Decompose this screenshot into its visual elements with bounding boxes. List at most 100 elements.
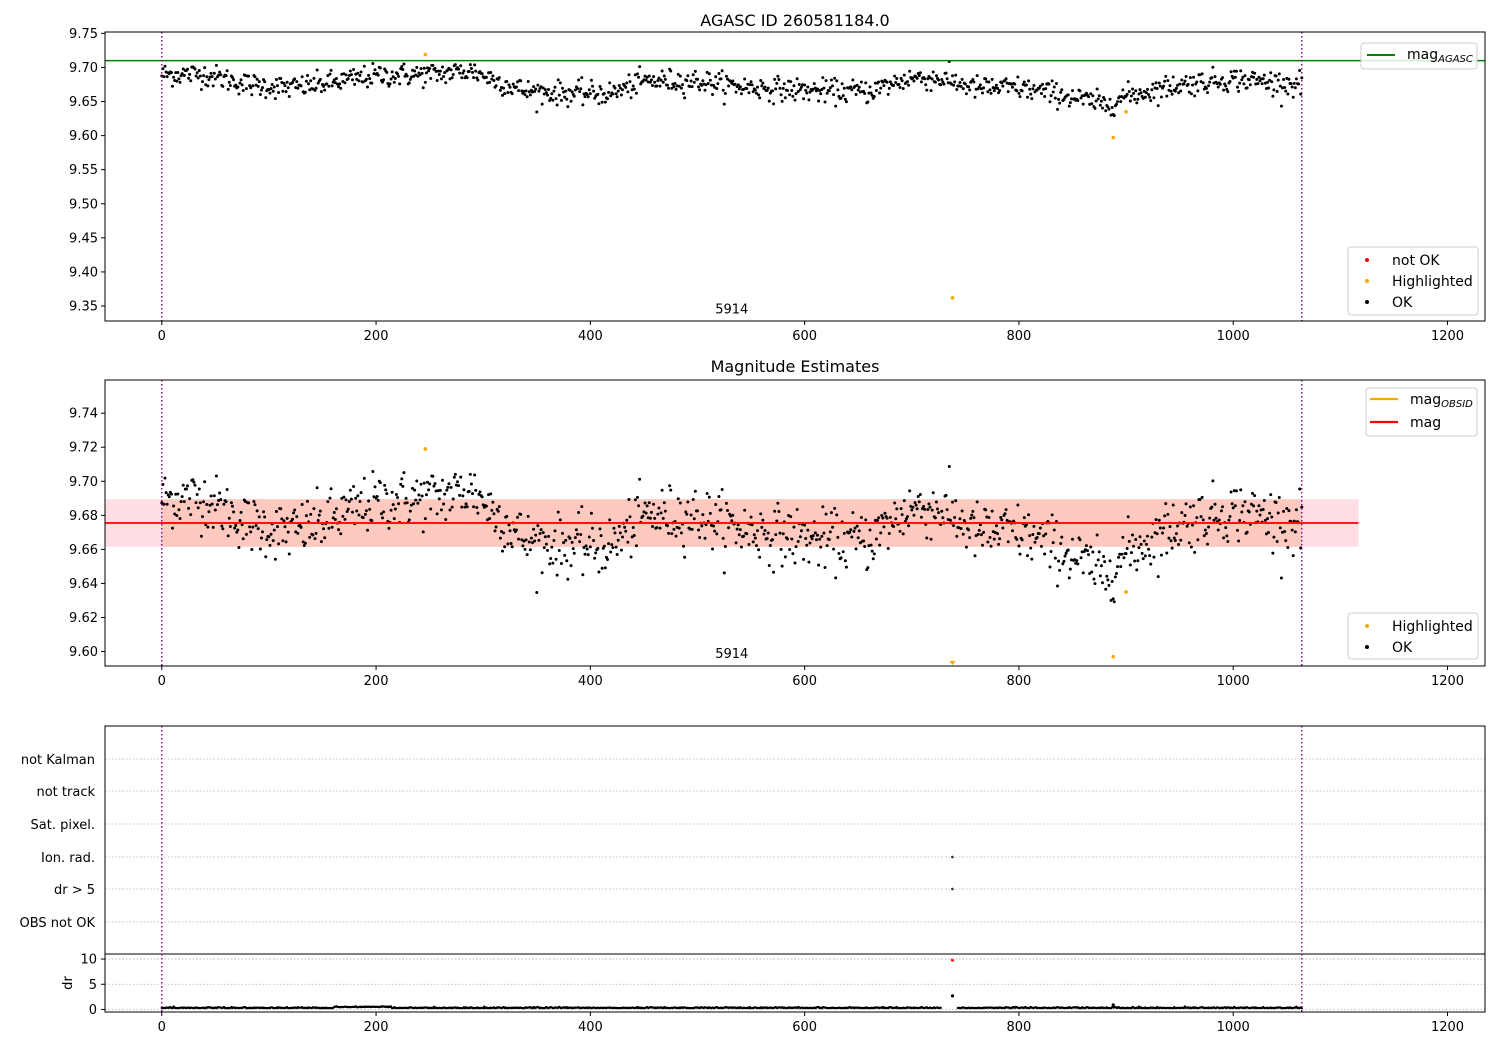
ok-point xyxy=(917,500,921,504)
ok-point xyxy=(433,482,437,486)
ok-point xyxy=(1284,89,1288,93)
ok-point xyxy=(181,483,185,487)
ok-point xyxy=(563,553,567,557)
ok-point xyxy=(712,524,716,528)
ok-point xyxy=(735,527,739,531)
ok-point xyxy=(612,526,616,530)
ok-point xyxy=(591,84,594,88)
ok-point xyxy=(658,84,662,88)
ok-point xyxy=(204,523,208,527)
ok-point xyxy=(971,77,975,81)
ok-point xyxy=(990,77,994,81)
ok-point xyxy=(371,62,375,66)
ok-point xyxy=(540,102,544,106)
ok-point xyxy=(793,98,797,102)
ok-point xyxy=(796,90,800,94)
ok-point xyxy=(1162,84,1166,88)
ok-point xyxy=(887,531,891,535)
ok-point xyxy=(839,556,843,560)
legend-marker xyxy=(1365,279,1369,283)
x-tick-label: 400 xyxy=(578,1020,603,1035)
ok-point xyxy=(1263,518,1267,522)
ok-point xyxy=(188,72,192,76)
ok-point xyxy=(1052,85,1056,89)
ok-point xyxy=(1206,542,1209,546)
ok-point xyxy=(404,496,408,500)
ok-point xyxy=(1128,563,1132,567)
ok-point xyxy=(1000,518,1004,522)
ok-point xyxy=(686,74,690,78)
ok-point xyxy=(547,87,551,91)
ok-point xyxy=(1108,559,1112,563)
ok-point xyxy=(253,75,257,79)
ok-point xyxy=(714,75,718,79)
ok-point xyxy=(573,88,577,92)
ok-point xyxy=(844,100,848,104)
ok-point xyxy=(553,85,557,89)
highlighted-point xyxy=(950,296,955,300)
ok-point xyxy=(437,497,441,501)
legend-label: Highlighted xyxy=(1392,619,1473,635)
ok-point xyxy=(736,523,740,527)
ok-point xyxy=(689,513,693,517)
ok-point xyxy=(910,508,914,512)
ok-point xyxy=(1057,97,1061,101)
ok-point xyxy=(598,85,602,89)
ok-point xyxy=(1255,509,1259,513)
ok-point xyxy=(1132,91,1136,95)
ok-point xyxy=(334,507,338,511)
ok-point xyxy=(637,75,641,79)
ok-point xyxy=(743,77,747,81)
ok-point xyxy=(238,518,242,522)
legend-label: OK xyxy=(1392,640,1413,656)
ok-point xyxy=(209,71,213,75)
ok-point xyxy=(762,532,766,536)
ok-point xyxy=(581,103,585,107)
dr-point xyxy=(1300,1006,1303,1010)
ok-point xyxy=(840,82,844,86)
ok-point xyxy=(649,78,653,82)
ok-point xyxy=(368,77,372,81)
ok-point xyxy=(281,89,285,93)
ok-point xyxy=(835,79,839,83)
ok-point xyxy=(959,84,963,88)
ok-point xyxy=(326,74,330,78)
ok-point xyxy=(291,81,294,85)
ok-point xyxy=(1152,96,1156,100)
ok-point xyxy=(851,511,855,515)
ok-point xyxy=(484,75,488,79)
ok-point xyxy=(346,507,350,511)
ok-point xyxy=(566,577,570,581)
ok-point xyxy=(750,523,754,527)
ok-point xyxy=(231,504,234,508)
ok-point xyxy=(1185,524,1189,528)
ok-point xyxy=(546,548,549,552)
ok-point xyxy=(1186,82,1190,86)
ok-point xyxy=(795,508,799,512)
ok-point xyxy=(998,88,1002,92)
ok-point xyxy=(471,492,474,496)
ok-point xyxy=(766,531,770,535)
ok-point xyxy=(292,511,296,515)
x-tick-label: 1000 xyxy=(1217,674,1250,689)
ok-point xyxy=(593,556,597,560)
ok-point xyxy=(1110,579,1114,583)
ok-point xyxy=(1053,556,1057,560)
ok-point xyxy=(615,553,619,557)
ok-point xyxy=(418,498,422,502)
ok-point xyxy=(556,510,560,514)
ok-point xyxy=(526,514,530,518)
ok-point xyxy=(661,80,665,84)
dr-axis-label: dr xyxy=(61,976,76,990)
ok-point xyxy=(528,93,532,97)
ok-point xyxy=(397,502,401,506)
y-tick-label: 9.50 xyxy=(69,197,98,212)
ok-point xyxy=(480,72,484,76)
ok-point xyxy=(661,516,665,520)
ok-point xyxy=(835,513,839,517)
ok-point xyxy=(967,528,971,532)
ok-point xyxy=(790,537,794,541)
ok-point xyxy=(163,476,167,480)
ok-point xyxy=(295,515,299,519)
ok-point xyxy=(354,496,358,500)
